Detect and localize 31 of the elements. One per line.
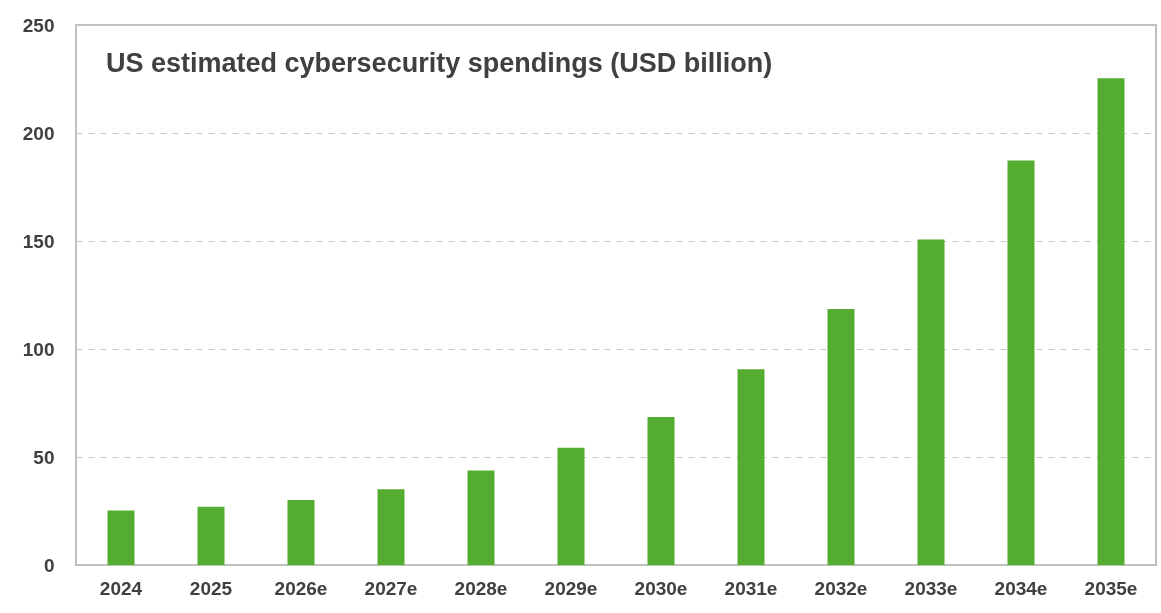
x-tick-label: 2032e [814,577,868,599]
y-tick-label: 50 [33,446,55,468]
x-tick-label: 2031e [724,577,778,599]
bar [1007,160,1035,565]
y-tick-label: 100 [22,338,55,360]
bar [467,470,495,565]
x-tick-label: 2028e [454,577,508,599]
y-tick-label: 250 [22,14,55,36]
bar [557,447,585,565]
bar [1097,78,1125,565]
x-tick-label: 2033e [904,577,958,599]
x-tick-label: 2035e [1084,577,1138,599]
y-tick-label: 0 [43,554,55,576]
y-tick-label: 200 [22,122,55,144]
bar [377,489,405,565]
x-tick-label: 2029e [544,577,598,599]
x-tick-label: 2034e [994,577,1048,599]
bar [647,417,675,565]
text: US estimated cybersecurity spendings (USD billion) [106,48,773,78]
bar [737,369,765,565]
x-tick-label: 2030e [634,577,688,599]
x-tick-label: 2025 [189,577,233,599]
y-tick-label: 150 [22,230,55,252]
bar [287,499,315,565]
bar [107,510,135,565]
x-tick-label: 2024 [99,577,143,599]
bar [197,506,225,565]
bar [827,309,855,565]
bar [917,239,945,565]
x-tick-label: 2026e [274,577,328,599]
x-tick-label: 2027e [364,577,418,599]
